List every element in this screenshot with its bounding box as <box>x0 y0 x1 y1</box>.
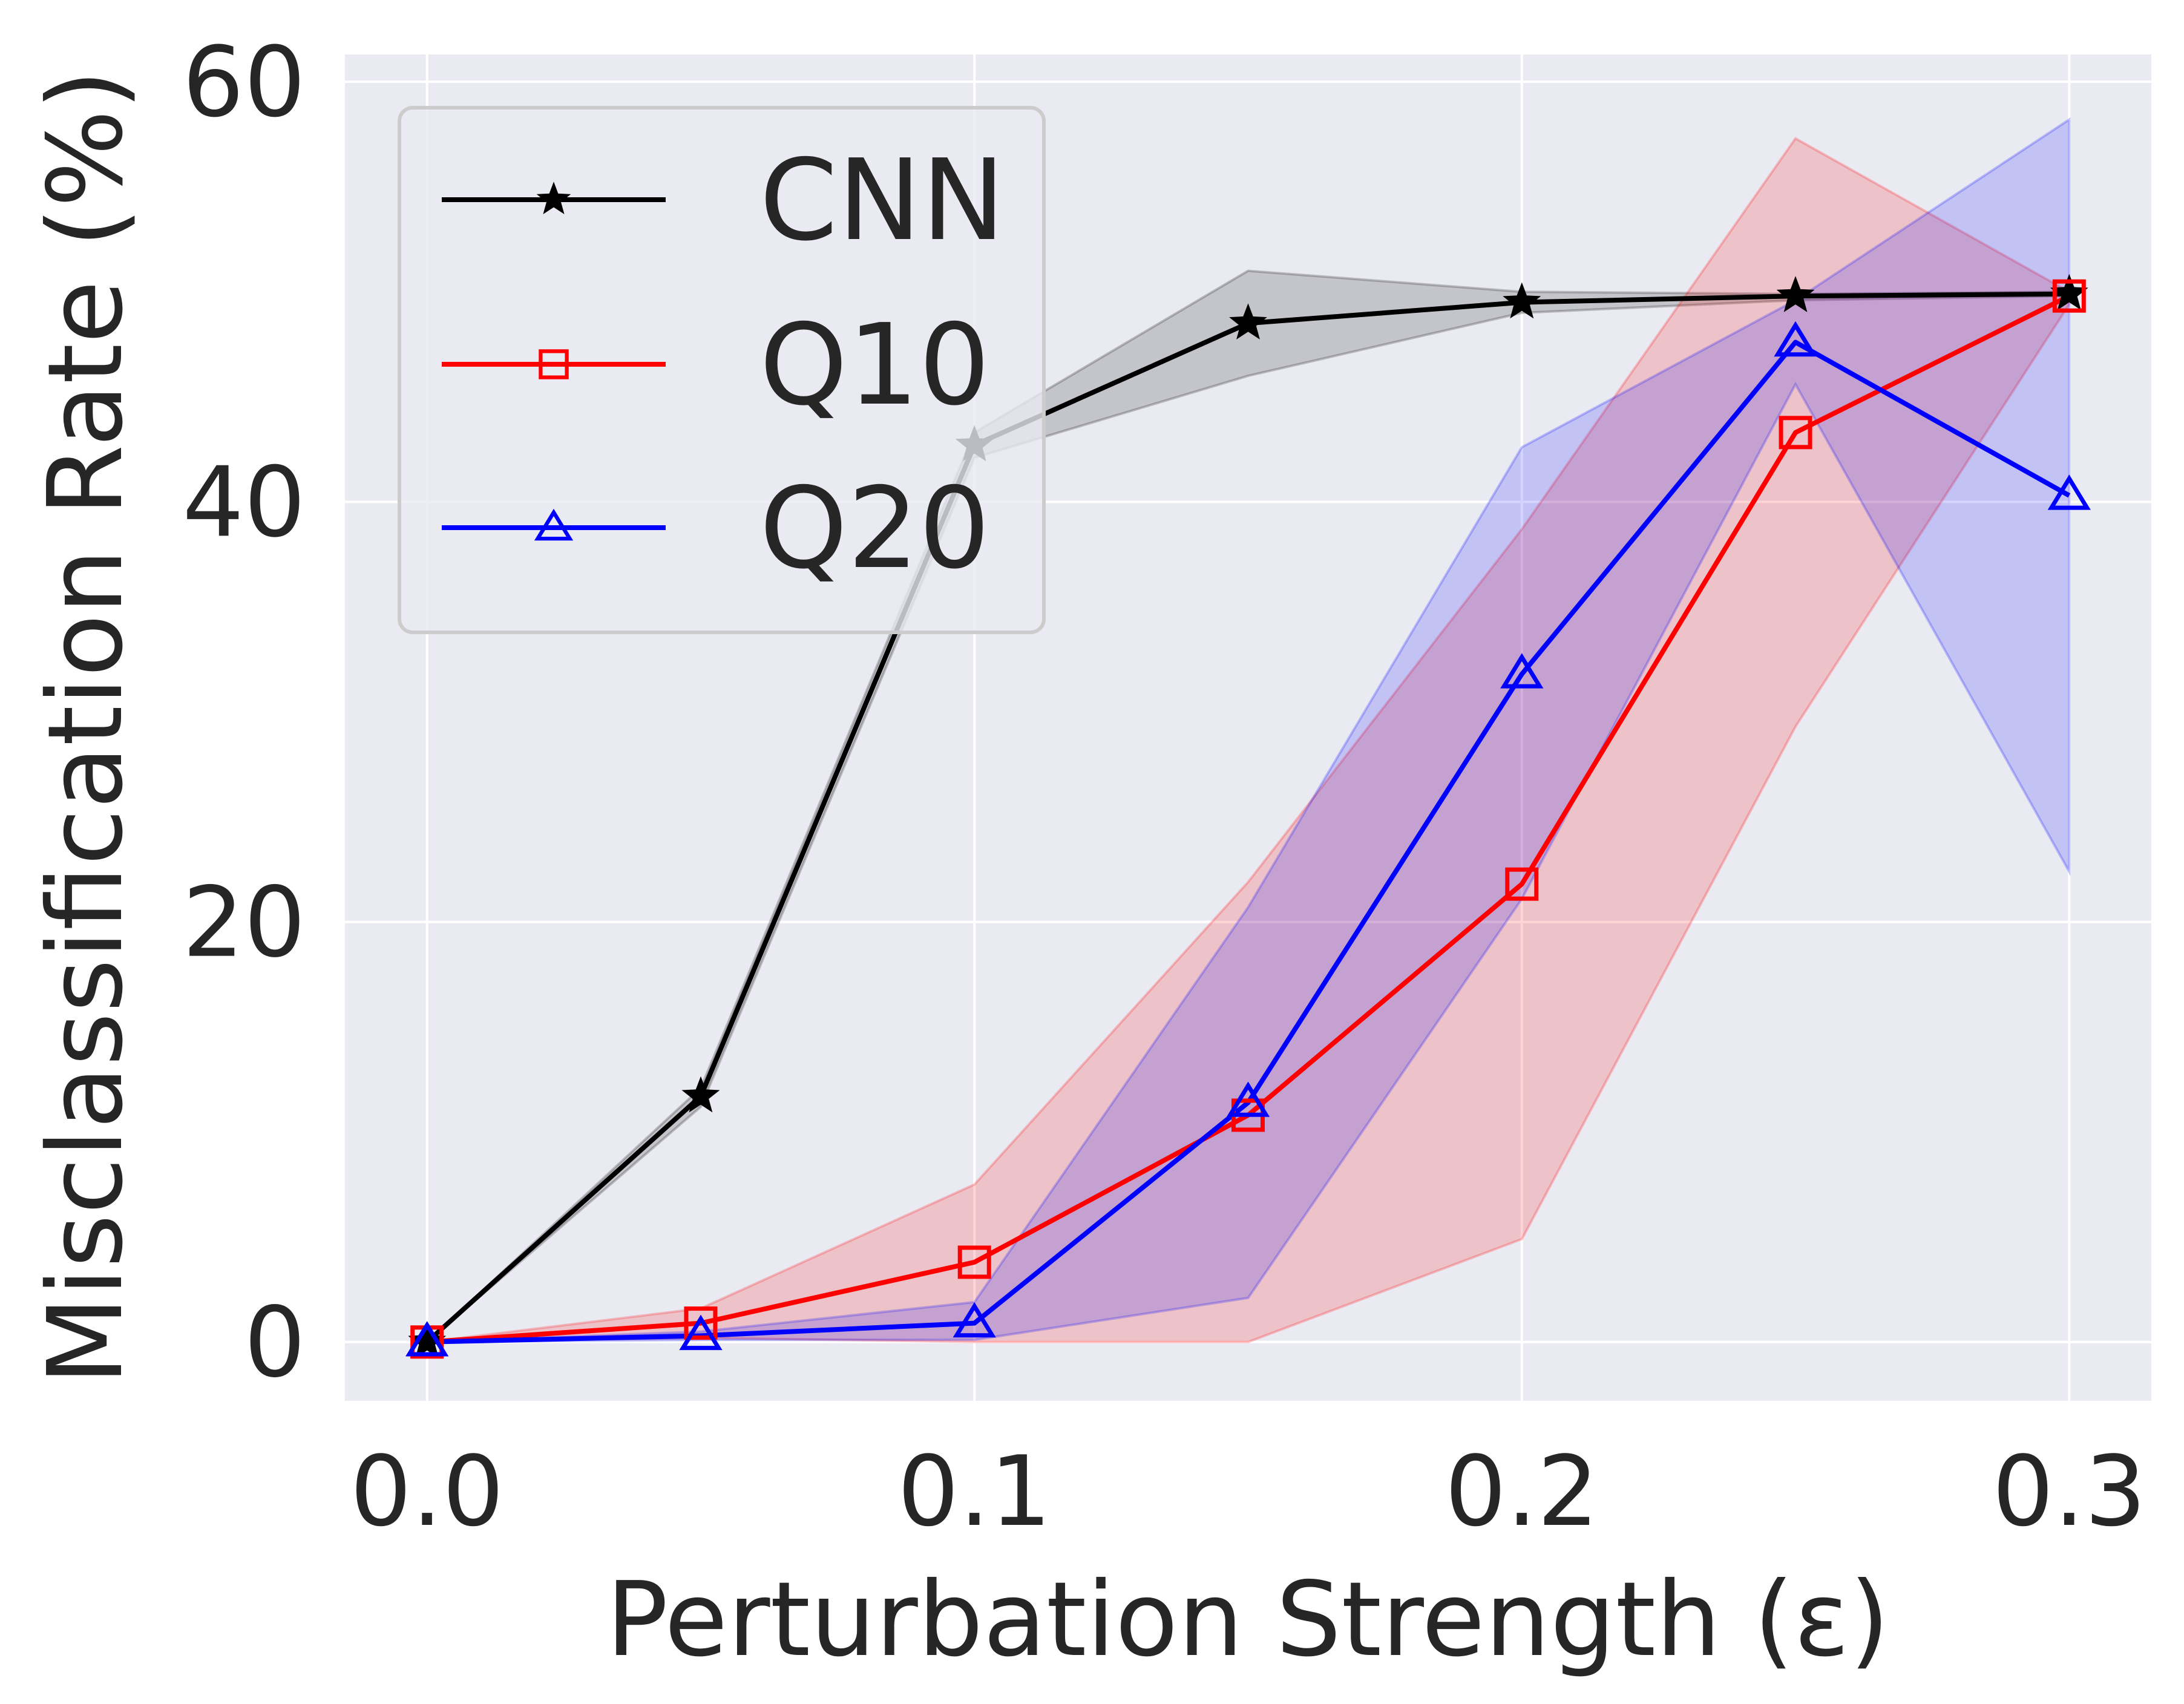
x-tick-label: 0.0 <box>350 1435 503 1548</box>
cnn-point <box>2050 274 2088 310</box>
q20-point <box>405 1321 449 1357</box>
q20-point <box>2047 474 2091 510</box>
q10-point <box>2052 279 2086 313</box>
q10-point <box>684 1306 718 1340</box>
legend-label-cnn: CNN <box>759 135 1005 266</box>
x-tick-label: 0.1 <box>897 1435 1051 1548</box>
series-markers <box>405 274 2091 1359</box>
q20-point <box>1500 653 1544 689</box>
cnn-point <box>408 1322 447 1358</box>
q10-point <box>1505 867 1539 901</box>
legend-box <box>398 106 1046 634</box>
q10-point <box>957 1245 991 1279</box>
q10-point <box>1779 416 1812 450</box>
q20-point <box>1226 1081 1270 1117</box>
legend: CNN Q10 Q20 <box>398 106 1046 634</box>
x-tick-label: 0.3 <box>1992 1435 2146 1548</box>
cnn-point <box>1503 282 1541 319</box>
cnn-point <box>681 1076 720 1113</box>
x-tick-label: 0.2 <box>1445 1435 1599 1548</box>
cnn-point <box>1229 303 1267 339</box>
q20-point <box>953 1302 996 1338</box>
y-tick-label: 40 <box>182 445 306 559</box>
q20-point <box>679 1314 723 1351</box>
y-tick-label: 60 <box>182 25 306 139</box>
y-axis-label: Misclassification Rate (%) <box>26 70 146 1385</box>
y-tick-label: 0 <box>244 1286 306 1399</box>
q20-point <box>1774 321 1817 357</box>
tick-labels: 0.0 0.1 0.2 0.3 0 20 40 60 <box>182 25 2146 1548</box>
legend-marker-cnn <box>536 182 571 215</box>
cnn-point <box>1776 276 1815 312</box>
x-axis-label: Perturbation Strength (ε) <box>606 1560 1890 1680</box>
legend-label-q10: Q10 <box>759 300 990 430</box>
y-tick-label: 20 <box>182 866 306 979</box>
legend-label-q20: Q20 <box>759 463 990 594</box>
legend-marker-q20 <box>534 508 574 541</box>
legend-marker-q10 <box>539 349 569 379</box>
